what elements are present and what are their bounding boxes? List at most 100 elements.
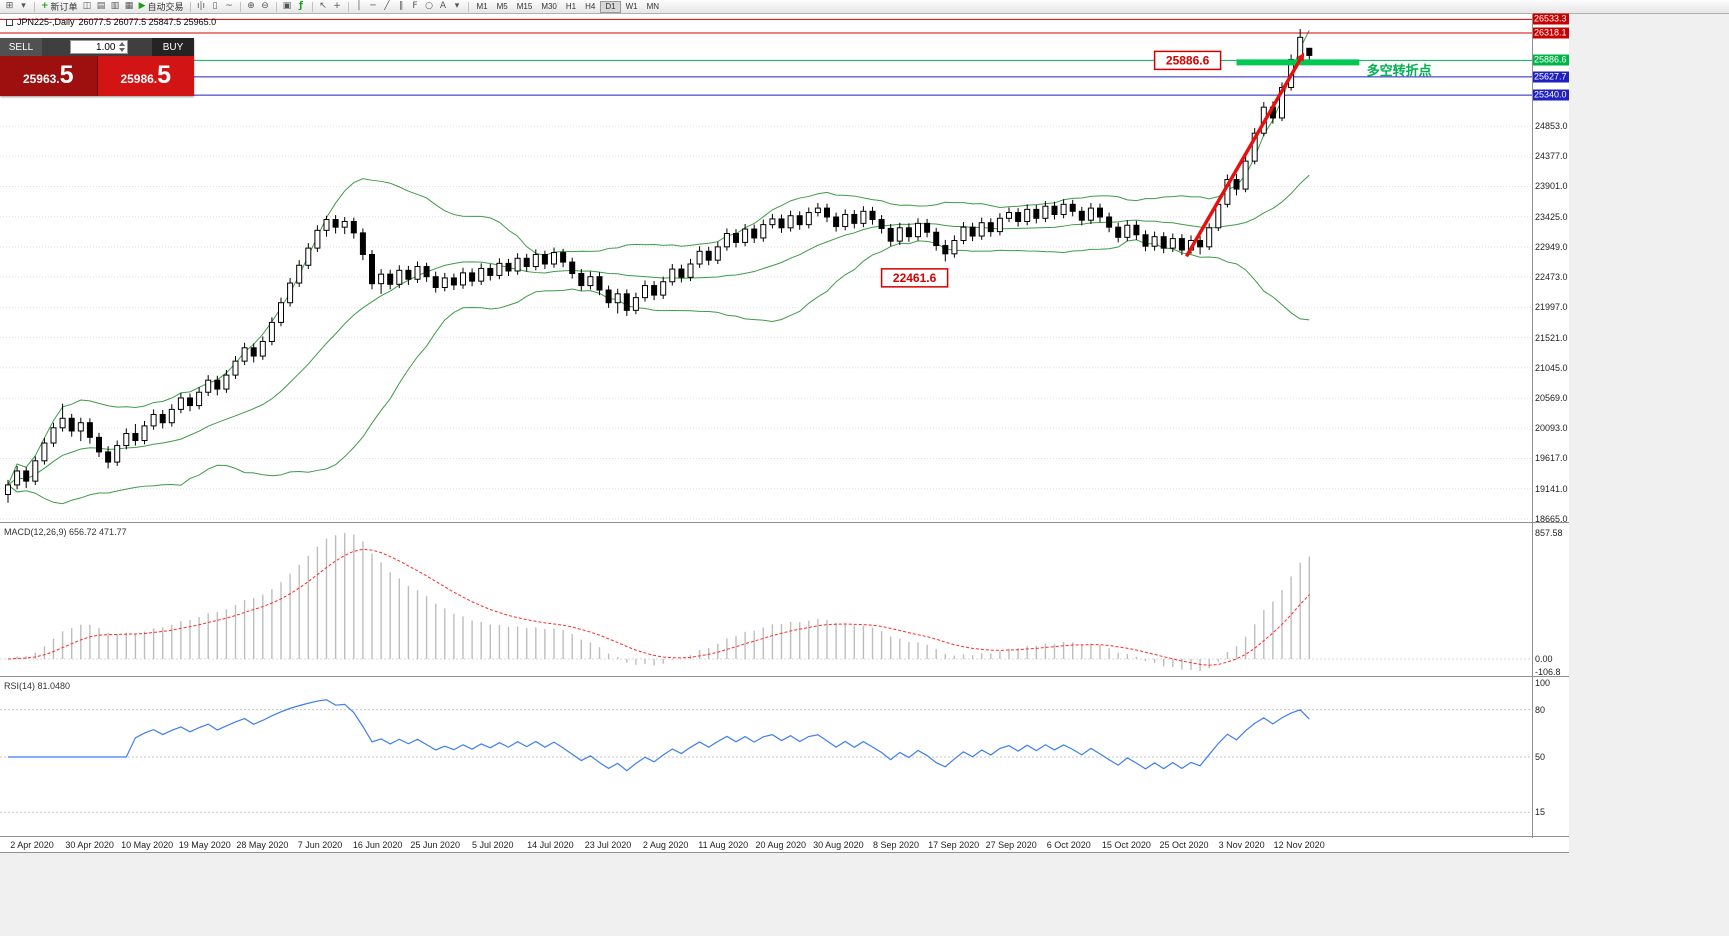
- timeframe-mn-button[interactable]: MN: [646, 2, 660, 11]
- toolbar-separator: [189, 1, 191, 12]
- date-axis-label: 30 Aug 2020: [813, 840, 864, 850]
- channel-button[interactable]: ∥: [395, 0, 408, 13]
- price-axis-label: 20569.0: [1535, 393, 1568, 404]
- cursor-button[interactable]: ↖: [317, 0, 330, 13]
- zoom-in-button[interactable]: ⊕: [245, 0, 258, 13]
- trendline-button[interactable]: ╱: [381, 0, 394, 13]
- sell-price-big: 5: [59, 61, 74, 89]
- volume-down-button[interactable]: [118, 48, 125, 52]
- price-axis-label: 21521.0: [1535, 332, 1568, 343]
- indicators-button[interactable]: ƒ: [295, 0, 308, 13]
- macd-axis-label: 0.00: [1535, 654, 1553, 664]
- vertical-line-icon: │: [356, 1, 362, 11]
- chart-window-button[interactable]: ◫: [81, 0, 94, 13]
- macd-axis-label: 857.58: [1535, 528, 1563, 538]
- turning-point-annotation[interactable]: 多空转折点: [1367, 63, 1432, 78]
- chart-profiles-icon: ▾: [21, 1, 26, 11]
- timeframe-h1-button[interactable]: H1: [565, 2, 577, 11]
- rsi-axis-label: 100: [1535, 678, 1551, 688]
- text-label-button[interactable]: A: [437, 0, 450, 13]
- price-axis-label: 24853.0: [1535, 121, 1568, 132]
- timeframe-h4-button[interactable]: H4: [585, 2, 596, 11]
- date-axis[interactable]: 2 Apr 2020 30 Apr 2020 10 May 2020 19 May 2…: [0, 838, 1569, 852]
- shapes-button[interactable]: ○: [423, 0, 436, 13]
- auto-trading-button[interactable]: ▶ 自动交易: [137, 0, 186, 13]
- date-axis-label: 3 Nov 2020: [1218, 840, 1265, 850]
- panel-separator[interactable]: [0, 522, 1569, 523]
- indicators-icon: ƒ: [299, 1, 303, 11]
- timeframe-m15-button[interactable]: M15: [516, 2, 533, 11]
- market-watch-button[interactable]: ▤: [95, 0, 108, 13]
- price-scale-axis[interactable]: 24853.0 24377.0 23901.0 23425.0 22949.0 22473…: [1532, 13, 1569, 838]
- macd-panel[interactable]: [0, 533, 1532, 672]
- macd-indicator-label: MACD(12,26,9) 656.72 471.77: [4, 527, 127, 537]
- volume-up-button[interactable]: [118, 42, 125, 46]
- buy-button[interactable]: BUY: [152, 38, 194, 56]
- timeframe-d1-button[interactable]: D1: [600, 0, 621, 13]
- arrows-tool-button[interactable]: ▾: [451, 0, 464, 13]
- horizontal-line-icon: ─: [370, 1, 376, 11]
- panel-separator[interactable]: [0, 676, 1569, 677]
- toolbar-separator: [467, 1, 469, 12]
- price-axis-label: 24377.0: [1535, 151, 1568, 162]
- toolbar-separator: [311, 1, 313, 12]
- chart-title: JPN225-,Daily 26077.5 26077.5 25847.5 25…: [6, 17, 216, 27]
- vertical-line-button[interactable]: │: [353, 0, 366, 13]
- crosshair-button[interactable]: +: [331, 0, 344, 13]
- cursor-icon: ↖: [319, 1, 327, 11]
- main-chart-panel[interactable]: 25886.6 22461.6 多空转折点: [0, 18, 1532, 520]
- line-chart-button[interactable]: ~: [223, 0, 236, 13]
- timeframe-w1-button[interactable]: W1: [625, 2, 638, 11]
- tile-windows-button[interactable]: ▣: [281, 0, 294, 13]
- zoom-out-button[interactable]: ⊖: [259, 0, 272, 13]
- fibonacci-button[interactable]: F: [409, 0, 422, 13]
- chart-area[interactable]: JPN225-,Daily 26077.5 26077.5 25847.5 25…: [0, 14, 1532, 838]
- toolbar-separator: [34, 1, 35, 12]
- new-order-button[interactable]: + 新订单: [39, 0, 80, 13]
- horizontal-line-button[interactable]: ─: [367, 0, 380, 13]
- price-annotation[interactable]: 25886.6: [1153, 50, 1222, 71]
- price-annotation[interactable]: 22461.6: [880, 268, 949, 288]
- date-axis-label: 5 Jul 2020: [472, 840, 514, 850]
- rsi-panel[interactable]: [0, 699, 1532, 813]
- navigator-icon: ▥: [110, 1, 120, 11]
- tile-windows-icon: ▣: [282, 1, 292, 11]
- price-tag: 26533.3: [1533, 13, 1569, 25]
- candlestick-chart-icon: ▯: [212, 1, 218, 11]
- timeframe-m30-button[interactable]: M30: [541, 2, 557, 11]
- rsi-axis-label: 80: [1535, 704, 1546, 715]
- svg-text:25886.6: 25886.6: [1166, 53, 1210, 67]
- candlestick-chart-button[interactable]: ▯: [209, 0, 222, 13]
- symbol-icon: [6, 18, 13, 26]
- rsi-axis-label: 15: [1535, 807, 1546, 818]
- line-chart-icon: ~: [225, 1, 233, 11]
- date-axis-label: 27 Sep 2020: [985, 840, 1037, 850]
- date-axis-label: 14 Jul 2020: [527, 840, 574, 850]
- one-click-trade-panel: SELL BUY 25963. 5 25986. 5: [0, 38, 194, 96]
- date-axis-label: 17 Sep 2020: [928, 840, 980, 850]
- timeframe-m1-button[interactable]: M1: [476, 2, 488, 11]
- terminal-button[interactable]: ▦: [123, 0, 136, 13]
- terminal-icon: ▦: [124, 1, 134, 11]
- date-axis-label: 16 Jun 2020: [352, 840, 403, 850]
- bar-chart-button[interactable]: ı|ı: [195, 0, 208, 13]
- price-axis-label: 19141.0: [1535, 483, 1568, 494]
- chart-profiles-button[interactable]: ▾: [17, 0, 30, 13]
- price-axis-label: 18665.0: [1535, 513, 1568, 524]
- new-chart-button[interactable]: ⊞: [3, 0, 16, 13]
- symbol-period-label: JPN225-,Daily: [17, 17, 75, 27]
- trendline-arrowhead: [1296, 52, 1305, 62]
- sell-price-button[interactable]: 25963. 5: [0, 56, 98, 96]
- auto-trading-icon: ▶: [138, 1, 146, 11]
- sell-button[interactable]: SELL: [0, 38, 42, 56]
- volume-input[interactable]: [69, 40, 128, 54]
- new-chart-icon: ⊞: [5, 1, 14, 11]
- buy-price-button[interactable]: 25986. 5: [97, 56, 194, 96]
- price-tag: 25627.7: [1533, 71, 1569, 83]
- price-tag: 25886.6: [1533, 54, 1569, 66]
- navigator-button[interactable]: ▥: [109, 0, 122, 13]
- trendline-object[interactable]: [1184, 58, 1302, 258]
- chart-canvas[interactable]: 25886.6 22461.6 多空转折点: [0, 14, 1532, 838]
- buy-price-small: 25986.: [120, 72, 158, 86]
- timeframe-m5-button[interactable]: M5: [496, 2, 508, 11]
